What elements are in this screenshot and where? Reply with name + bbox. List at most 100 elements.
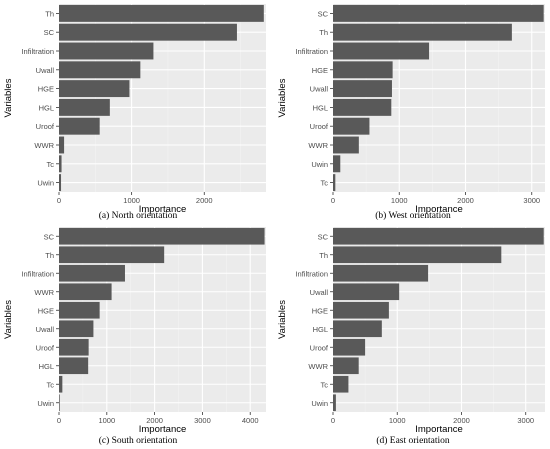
bar-uroof <box>333 117 370 135</box>
bar-hge <box>333 301 389 319</box>
bar-hgl <box>59 357 89 375</box>
y-axis-title: Variables <box>3 300 14 339</box>
y-tick-label: HGE <box>312 66 328 75</box>
x-tick-label: 1000 <box>389 416 406 425</box>
y-tick-label: WWR <box>34 288 54 297</box>
bar-hge <box>59 80 130 98</box>
x-tick-label: 1000 <box>391 196 408 205</box>
bar-uwall <box>59 61 141 79</box>
bar-uwin <box>333 394 336 412</box>
panel-caption: (d) East orientation <box>376 435 450 446</box>
bar-tc <box>333 174 336 192</box>
x-tick-label: 3000 <box>523 196 540 205</box>
y-tick-label: SC <box>318 232 329 241</box>
y-axis-title: Variables <box>3 78 14 117</box>
bar-tc <box>59 375 63 393</box>
y-tick-label: SC <box>318 9 329 18</box>
y-tick-label: HGE <box>312 306 328 315</box>
bar-uroof <box>59 117 100 135</box>
x-axis-title: Importance <box>139 204 187 215</box>
y-tick-label: Tc <box>47 160 55 169</box>
y-tick-label: WWR <box>308 141 328 150</box>
y-tick-label: Infiltration <box>295 47 328 56</box>
y-tick-label: Uroof <box>36 343 55 352</box>
y-tick-label: Tc <box>321 380 329 389</box>
bar-tc <box>333 375 349 393</box>
bar-hge <box>333 61 393 79</box>
y-tick-label: Tc <box>321 179 329 188</box>
x-tick-labels: 0 1000 2000 3000 4000 <box>57 412 259 425</box>
panel-caption: (a) North orientation <box>99 210 178 221</box>
bar-th <box>59 4 264 22</box>
x-tick-label: 0 <box>57 196 61 205</box>
y-tick-label: WWR <box>34 141 54 150</box>
y-tick-label: Tc <box>47 380 55 389</box>
y-tick-label: Uwall <box>36 325 55 334</box>
x-tick-labels: 0 1000 2000 3000 <box>331 412 534 425</box>
y-tick-label: Th <box>319 251 328 260</box>
y-tick-label: HGL <box>39 103 54 112</box>
y-tick-label: SC <box>44 28 55 37</box>
bar-uwall <box>59 320 94 338</box>
bar-wwr <box>59 283 112 301</box>
bars <box>333 227 544 412</box>
y-tick-label: Uroof <box>310 122 329 131</box>
x-tick-label: 2000 <box>146 416 163 425</box>
y-tick-labels: SC Th Infiltration WWR HGE Uwall Uroof HGL Tc Uwi… <box>21 232 59 408</box>
bar-wwr <box>59 136 65 154</box>
bar-uwall <box>333 80 392 98</box>
x-tick-label: 0 <box>57 416 61 425</box>
bar-infiltration <box>59 264 125 282</box>
bar-hgl <box>333 98 392 116</box>
x-tick-label: 1000 <box>98 416 115 425</box>
bar-wwr <box>333 357 359 375</box>
bar-uwin <box>333 155 341 173</box>
bar-infiltration <box>333 264 429 282</box>
bar-uwall <box>333 283 400 301</box>
y-tick-label: Uwall <box>36 66 55 75</box>
y-tick-label: Uroof <box>310 343 329 352</box>
bar-th <box>59 246 165 264</box>
x-tick-label: 0 <box>331 416 335 425</box>
bar-tc <box>59 155 62 173</box>
y-tick-label: Infiltration <box>295 269 328 278</box>
y-tick-label: Infiltration <box>21 269 54 278</box>
y-tick-label: HGL <box>39 362 54 371</box>
bar-infiltration <box>333 42 430 60</box>
x-axis-title: Importance <box>415 424 463 435</box>
y-tick-label: SC <box>44 232 55 241</box>
x-tick-label: 2000 <box>453 416 470 425</box>
y-tick-label: HGE <box>38 306 54 315</box>
x-tick-labels: 0 1000 2000 3000 <box>331 192 540 205</box>
bar-uwin <box>59 174 62 192</box>
bar-hge <box>59 301 100 319</box>
x-tick-label: 4000 <box>242 416 259 425</box>
bars <box>333 4 544 192</box>
chart-panel-east: SC Th Infiltration Uwall HGE HGL Uroof WWR Tc Uwi… <box>277 227 545 446</box>
bar-sc <box>333 4 544 22</box>
bar-sc <box>59 23 237 41</box>
bar-sc <box>59 227 265 245</box>
chart-panel-north: Th SC Infiltration Uwall HGE HGL Uroof WWR Tc Uwi… <box>3 4 266 221</box>
y-tick-label: Th <box>45 9 54 18</box>
bar-uroof <box>333 338 366 356</box>
bar-sc <box>333 227 544 245</box>
x-axis-title: Importance <box>139 424 187 435</box>
y-tick-labels: SC Th Infiltration Uwall HGE HGL Uroof WWR Tc Uwi… <box>295 232 333 408</box>
y-tick-label: Uroof <box>36 122 55 131</box>
y-tick-label: HGL <box>313 325 328 334</box>
y-tick-label: Uwin <box>311 399 328 408</box>
chart-panel-south: SC Th Infiltration WWR HGE Uwall Uroof HGL Tc Uwi… <box>3 227 266 446</box>
y-axis-title: Variables <box>277 78 288 117</box>
y-tick-labels: Th SC Infiltration Uwall HGE HGL Uroof WWR Tc Uwi… <box>21 9 59 188</box>
bar-infiltration <box>59 42 154 60</box>
y-tick-label: Infiltration <box>21 47 54 56</box>
bar-uroof <box>59 338 89 356</box>
chart-panel-west: SC Th Infiltration HGE Uwall HGL Uroof WWR Uwin T… <box>277 4 545 221</box>
x-axis-title: Importance <box>415 204 463 215</box>
bars <box>59 227 265 412</box>
y-tick-labels: SC Th Infiltration HGE Uwall HGL Uroof WWR Uwin T… <box>295 9 333 188</box>
bar-th <box>333 246 502 264</box>
y-tick-label: WWR <box>308 362 328 371</box>
